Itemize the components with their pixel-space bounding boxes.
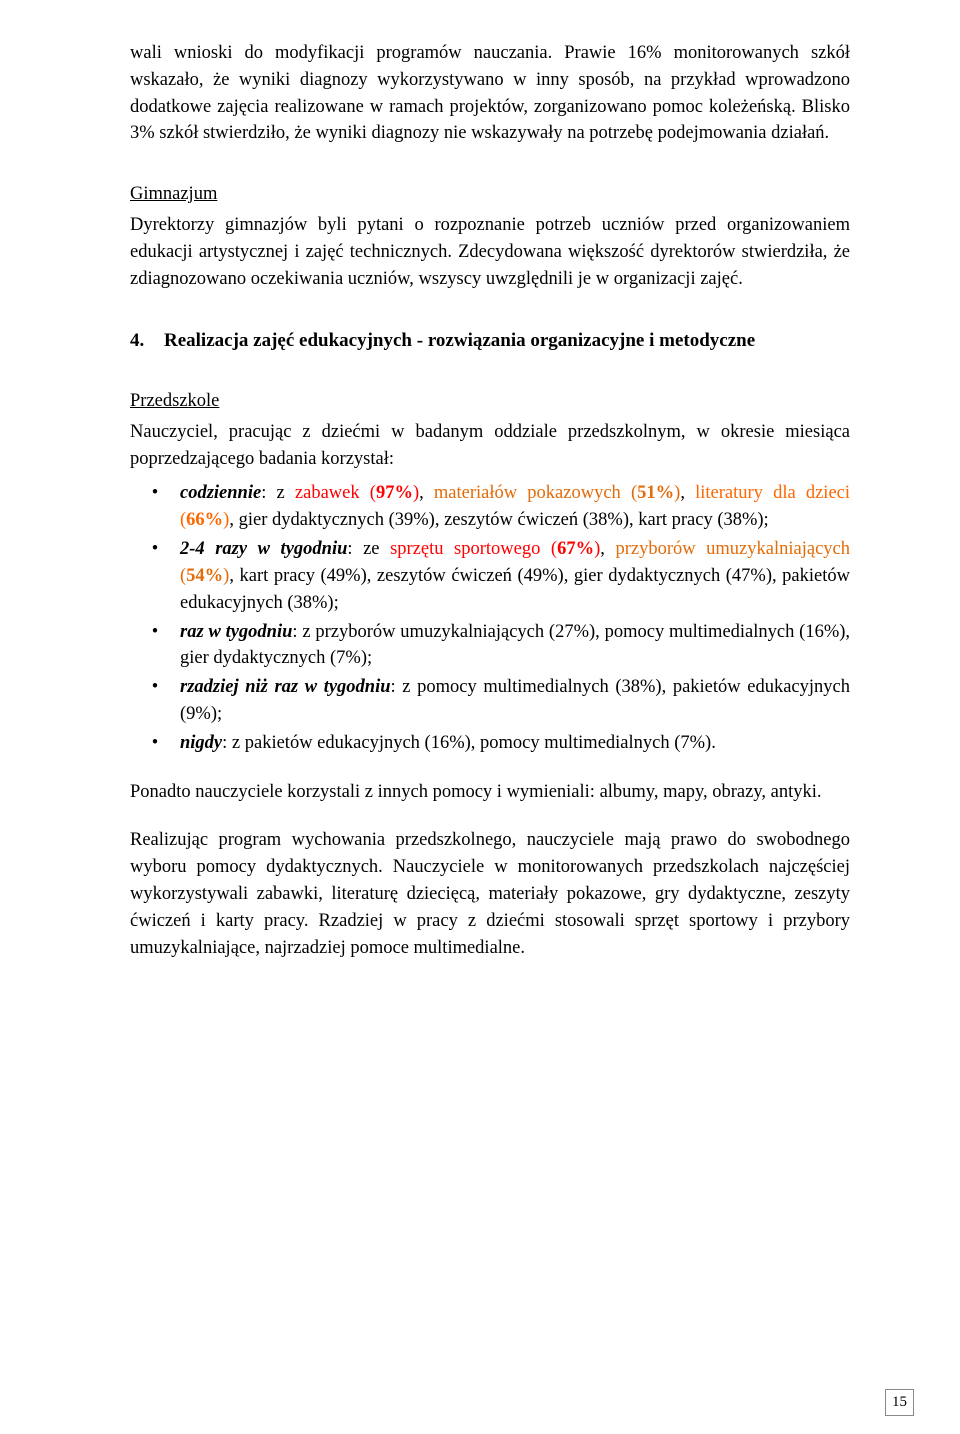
page-container: wali wnioski do modyfikacji programów na… (0, 0, 960, 1434)
page-number: 15 (885, 1389, 914, 1416)
list-item: •2-4 razy w tygodniu: ze sprzętu sportow… (130, 536, 850, 616)
text-run: , (419, 483, 434, 503)
section-4-number: 4. (130, 327, 164, 355)
gimnazjum-heading-wrap: Gimnazjum (130, 181, 850, 212)
text-run: 54% (186, 566, 223, 586)
list-item: •raz w tygodniu: z przyborów umuzykalnia… (130, 619, 850, 673)
text-run: materiałów pokazowych ( (434, 483, 637, 503)
przedszkole-lead: Nauczyciel, pracując z dziećmi w badanym… (130, 419, 850, 473)
list-item-text: codziennie: z zabawek (97%), materiałów … (180, 480, 850, 534)
bullet-icon: • (130, 730, 180, 757)
text-run: zabawek ( (295, 483, 376, 503)
list-item-label: 2-4 razy w tygodniu (180, 539, 347, 559)
gimnazjum-paragraph: Dyrektorzy gimnazjów byli pytani o rozpo… (130, 212, 850, 292)
text-run: , (680, 483, 695, 503)
przedszkole-bullet-list: •codziennie: z zabawek (97%), materiałów… (130, 480, 850, 756)
text-run: sprzętu sportowego ( (390, 539, 557, 559)
list-item-text: rzadziej niż raz w tygodniu: z pomocy mu… (180, 674, 850, 728)
list-item-label: rzadziej niż raz w tygodniu (180, 677, 391, 697)
list-item: •codziennie: z zabawek (97%), materiałów… (130, 480, 850, 534)
gimnazjum-heading: Gimnazjum (130, 181, 217, 208)
bullet-icon: • (130, 480, 180, 534)
list-item-label: nigdy (180, 733, 222, 753)
intro-paragraph: wali wnioski do modyfikacji programów na… (130, 40, 850, 147)
list-item-label: codziennie (180, 483, 261, 503)
section-4-title: Realizacja zajęć edukacyjnych - rozwiąza… (164, 327, 850, 355)
list-item-text: 2-4 razy w tygodniu: ze sprzętu sportowe… (180, 536, 850, 616)
text-run: 51% (637, 483, 674, 503)
bullet-icon: • (130, 536, 180, 616)
text-run: , (600, 539, 615, 559)
text-run: 67% (557, 539, 594, 559)
text-run: 66% (186, 510, 223, 530)
text-run: , gier dydaktycznych (39%), zeszytów ćwi… (229, 510, 768, 530)
text-run: z pakietów edukacyjnych (16%), pomocy mu… (232, 733, 716, 753)
section-4-heading-list: 4. Realizacja zajęć edukacyjnych - rozwi… (130, 327, 850, 355)
list-item-text: raz w tygodniu: z przyborów umuzykalniaj… (180, 619, 850, 673)
text-run: 97% (376, 483, 413, 503)
list-item-text: nigdy: z pakietów edukacyjnych (16%), po… (180, 730, 850, 757)
list-item: •nigdy: z pakietów edukacyjnych (16%), p… (130, 730, 850, 757)
przedszkole-heading-wrap: Przedszkole (130, 388, 850, 419)
section-4-heading-item: 4. Realizacja zajęć edukacyjnych - rozwi… (130, 327, 850, 355)
bullet-icon: • (130, 619, 180, 673)
list-item-label: raz w tygodniu (180, 622, 292, 642)
list-item: •rzadziej niż raz w tygodniu: z pomocy m… (130, 674, 850, 728)
przedszkole-after-1: Ponadto nauczyciele korzystali z innych … (130, 779, 850, 806)
text-run: , kart pracy (49%), zeszytów ćwiczeń (49… (180, 566, 850, 613)
przedszkole-after-2: Realizując program wychowania przedszkol… (130, 827, 850, 961)
bullet-icon: • (130, 674, 180, 728)
przedszkole-heading: Przedszkole (130, 388, 219, 415)
